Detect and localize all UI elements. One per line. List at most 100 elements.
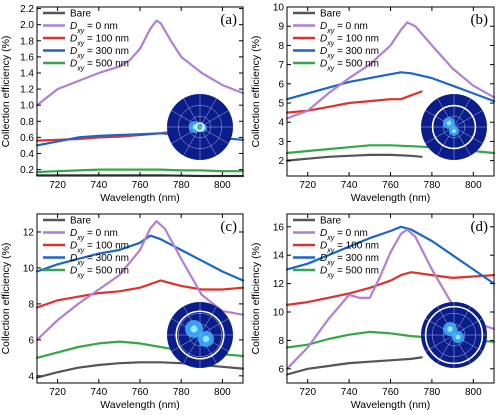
- y-axis-label: Collection efficiency (%): [0, 243, 12, 355]
- legend-entry-label: Dxy = 100 nm: [70, 241, 129, 255]
- legend-entry-label: Dxy = 300 nm: [70, 253, 129, 267]
- polar-hotspot-core: [455, 334, 461, 340]
- y-tick-label: 8: [278, 41, 284, 52]
- panel-label: (d): [471, 219, 489, 235]
- series-line: [35, 19, 245, 107]
- x-tick-label: 800: [465, 180, 482, 191]
- series-line: [35, 220, 245, 341]
- y-tick-label: 8: [28, 299, 34, 310]
- x-tick-label: 800: [214, 387, 231, 398]
- x-tick-label: 800: [214, 180, 231, 191]
- y-tick-label: 8: [278, 336, 284, 347]
- panel-label: (b): [471, 12, 489, 28]
- x-tick-label: 740: [341, 180, 358, 191]
- series-line: [35, 279, 245, 309]
- legend-entry-label: Dxy = 0 nm: [70, 21, 118, 35]
- legend-entry-label: Dxy = 500 nm: [320, 59, 379, 73]
- y-tick-label: 6: [28, 335, 34, 346]
- y-tick-label: 2: [278, 156, 284, 167]
- y-tick-label: 10: [23, 263, 35, 274]
- polar-inset: [421, 302, 487, 368]
- y-tick-label: 10: [273, 3, 285, 14]
- chart-panel: 720 740 760 780 800 2 3 4 5 6 7 8 9 10 Wavelength (nm)…: [250, 3, 496, 204]
- polar-hotspot-core: [202, 335, 210, 343]
- y-axis-label: Collection efficiency (%): [0, 36, 12, 148]
- y-tick-label: 5: [278, 99, 284, 110]
- x-tick-label: 760: [382, 387, 399, 398]
- y-tick-label: 2.2: [20, 4, 34, 15]
- polar-inset: [167, 94, 233, 160]
- y-tick-label: 1.0: [20, 101, 34, 112]
- legend-entry-label: Bare: [320, 9, 342, 20]
- y-tick-label: 10: [273, 307, 285, 318]
- x-tick-label: 780: [173, 180, 190, 191]
- series-line: [285, 228, 496, 370]
- polar-inset: [421, 94, 487, 160]
- y-tick-label: 12: [273, 279, 285, 290]
- legend-entry-label: Dxy = 300 nm: [320, 253, 379, 267]
- x-tick-label: 760: [382, 180, 399, 191]
- legend-entry-label: Dxy = 500 nm: [70, 59, 129, 73]
- legend-entry-label: Dxy = 500 nm: [70, 266, 129, 280]
- panel-label: (a): [220, 12, 237, 28]
- legend-entry-label: Dxy = 0 nm: [320, 228, 368, 242]
- x-tick-label: 740: [90, 387, 107, 398]
- y-tick-label: 4: [278, 118, 284, 129]
- y-tick-label: 4: [28, 371, 34, 382]
- x-tick-label: 740: [90, 180, 107, 191]
- series-line: [285, 356, 423, 376]
- series-line: [285, 21, 496, 120]
- legend-entry-label: Dxy = 100 nm: [320, 34, 379, 48]
- chart-panel: 720 740 760 780 800 0.2 0.4 0.6 0.8 1.0 1.2 1.4 1.6 1…: [0, 4, 245, 204]
- y-tick-label: 7: [278, 60, 284, 71]
- y-axis-label: Collection efficiency (%): [250, 243, 262, 355]
- y-tick-label: 0.6: [20, 133, 34, 144]
- y-tick-label: 1.4: [20, 68, 34, 79]
- legend-entry-label: Dxy = 300 nm: [320, 46, 379, 60]
- y-tick-label: 3: [278, 137, 284, 148]
- x-tick-label: 720: [299, 387, 316, 398]
- polar-hotspot-core: [190, 325, 198, 333]
- y-tick-label: 1.2: [20, 85, 34, 96]
- y-tick-label: 2.0: [20, 20, 34, 31]
- y-tick-label: 0.8: [20, 117, 34, 128]
- series-line: [35, 168, 245, 174]
- series-line: [285, 90, 423, 114]
- y-tick-label: 6: [278, 364, 284, 375]
- series-line: [285, 271, 496, 306]
- polar-hotspot-core: [447, 326, 453, 332]
- x-tick-label: 760: [132, 387, 149, 398]
- x-tick-label: 720: [49, 180, 66, 191]
- legend-entry-label: Dxy = 100 nm: [70, 34, 129, 48]
- y-tick-label: 16: [273, 222, 285, 233]
- y-axis-label: Collection efficiency (%): [250, 36, 262, 148]
- y-tick-label: 9: [278, 22, 284, 33]
- polar-hotspot-core: [452, 129, 456, 133]
- chart-panel: 720 740 760 780 800 6 8 10 12 14 16 Wavelength (nm)…: [250, 213, 496, 411]
- polar-hotspot-core: [446, 120, 452, 126]
- legend-entry-label: Dxy = 100 nm: [320, 241, 379, 255]
- series-line: [285, 225, 496, 285]
- y-tick-label: 1.8: [20, 36, 34, 47]
- y-tick-label: 12: [23, 227, 35, 238]
- y-tick-label: 6: [278, 79, 284, 90]
- y-tick-label: 0.2: [20, 165, 34, 176]
- polar-na-ring: [431, 104, 477, 150]
- series-line: [285, 71, 496, 103]
- x-axis-label: Wavelength (nm): [100, 399, 180, 411]
- x-tick-label: 720: [299, 180, 316, 191]
- x-tick-label: 720: [49, 387, 66, 398]
- x-axis-label: Wavelength (nm): [100, 192, 180, 204]
- y-tick-label: 14: [273, 251, 285, 262]
- x-tick-label: 780: [424, 387, 441, 398]
- x-axis-label: Wavelength (nm): [351, 192, 431, 204]
- x-tick-label: 760: [132, 180, 149, 191]
- polar-na-ring: [175, 310, 225, 360]
- panel-label: (c): [220, 219, 237, 235]
- legend-entry-label: Bare: [70, 216, 92, 227]
